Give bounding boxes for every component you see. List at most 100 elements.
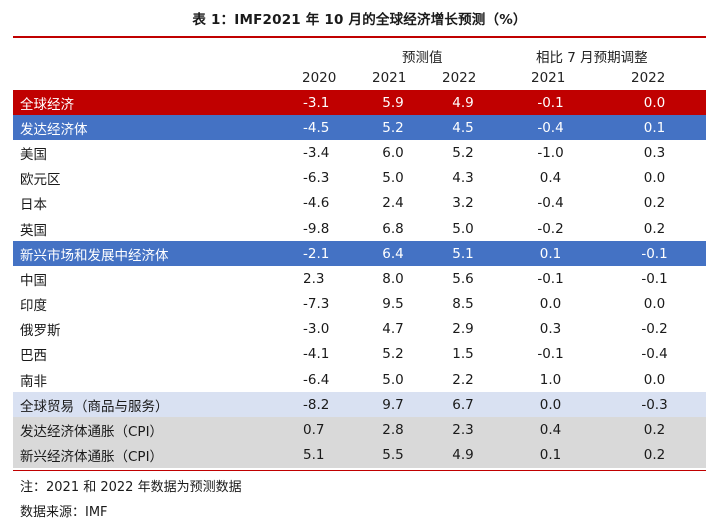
value-2020: -4.6 (303, 195, 330, 212)
header-year-2022-revision: 2022 (631, 70, 666, 86)
header-year-2022-forecast: 2022 (442, 70, 477, 86)
value-2021-forecast: 2.8 (358, 417, 428, 443)
value-2022-revision: 0.1 (603, 115, 706, 141)
value-2021-revision: 0.4 (498, 417, 603, 443)
value-2021-revision: 0.3 (539, 321, 562, 338)
value-2022-revision: -0.1 (641, 270, 668, 287)
value-2022-revision: -0.3 (603, 392, 706, 418)
value-2022-forecast: 2.2 (452, 371, 474, 388)
value-2022-revision: -0.1 (603, 241, 706, 267)
value-2020: -7.3 (303, 296, 330, 313)
value-2022-revision: 0.2 (643, 195, 666, 212)
value-2021-forecast: 5.2 (382, 346, 404, 363)
value-2022-forecast: 4.3 (452, 170, 474, 187)
row-label: 巴西 (20, 348, 47, 365)
row-label: 新兴市场和发展中经济体 (13, 241, 287, 267)
value-2020: -4.5 (287, 115, 358, 141)
value-2021-revision: 0.4 (539, 170, 562, 187)
value-2021-forecast: 9.7 (358, 392, 428, 418)
header-forecast: 预测值 (402, 50, 443, 66)
data-source: 数据来源：IMF (20, 505, 108, 520)
value-2022-revision: -0.2 (641, 321, 668, 338)
value-2022-forecast: 5.1 (428, 241, 498, 267)
value-2022-revision: 0.0 (643, 371, 666, 388)
footnote: 注：2021 和 2022 年数据为预测数据 (20, 480, 242, 495)
row-label: 俄罗斯 (20, 323, 61, 340)
value-2021-forecast: 5.9 (358, 90, 428, 116)
value-2021-revision: -0.1 (498, 90, 603, 116)
value-2021-revision: -0.2 (537, 220, 564, 237)
table-row: 日本 -4.6 2.4 3.2 -0.4 0.2 (13, 191, 706, 216)
value-2021-forecast: 2.4 (382, 195, 404, 212)
value-2020: -6.4 (303, 371, 330, 388)
value-2020: -2.1 (287, 241, 358, 267)
value-2022-forecast: 2.9 (452, 321, 474, 338)
bottom-rule (13, 470, 706, 471)
row-label: 全球贸易（商品与服务） (13, 392, 287, 418)
table-row: 南非 -6.4 5.0 2.2 1.0 0.0 (13, 367, 706, 392)
row-label: 南非 (20, 373, 47, 390)
forecast-table-body: 全球经济 -3.1 5.9 4.9 -0.1 0.0 发达经济体 -4.5 5.2 4.5 -0.4… (13, 90, 706, 468)
table-row: 全球贸易（商品与服务） -8.2 9.7 6.7 0.0 -0.3 (13, 392, 706, 418)
value-2022-forecast: 4.9 (428, 442, 498, 468)
value-2021-forecast: 5.0 (382, 371, 404, 388)
row-label: 日本 (20, 197, 47, 214)
value-2021-forecast: 5.5 (358, 442, 428, 468)
value-2020: 2.3 (303, 270, 325, 287)
value-2022-forecast: 3.2 (452, 195, 474, 212)
header-year-2021-forecast: 2021 (372, 70, 407, 86)
table-row: 美国 -3.4 6.0 5.2 -1.0 0.3 (13, 140, 706, 165)
value-2022-revision: 0.2 (603, 417, 706, 443)
row-label: 印度 (20, 298, 47, 315)
value-2020: -3.1 (287, 90, 358, 116)
value-2020: 0.7 (287, 417, 358, 443)
value-2020: -8.2 (287, 392, 358, 418)
row-label: 英国 (20, 222, 47, 239)
table-row: 新兴市场和发展中经济体 -2.1 6.4 5.1 0.1 -0.1 (13, 241, 706, 267)
table-row: 欧元区 -6.3 5.0 4.3 0.4 0.0 (13, 166, 706, 191)
value-2020: -3.4 (303, 144, 330, 161)
value-2020: 5.1 (287, 442, 358, 468)
table-row: 俄罗斯 -3.0 4.7 2.9 0.3 -0.2 (13, 317, 706, 342)
table-row: 新兴经济体通胀（CPI） 5.1 5.5 4.9 0.1 0.2 (13, 442, 706, 468)
row-label: 发达经济体通胀（CPI） (13, 417, 287, 443)
forecast-table: 全球经济 -3.1 5.9 4.9 -0.1 0.0 发达经济体 -4.5 5.2 4.5 -0.4… (13, 90, 706, 468)
row-label: 欧元区 (20, 172, 61, 189)
value-2020: -4.1 (303, 346, 330, 363)
value-2021-revision: 0.0 (498, 392, 603, 418)
value-2021-forecast: 6.0 (382, 144, 404, 161)
table-row: 发达经济体 -4.5 5.2 4.5 -0.4 0.1 (13, 115, 706, 141)
value-2021-forecast: 5.2 (358, 115, 428, 141)
value-2020: -9.8 (303, 220, 330, 237)
value-2021-revision: -0.4 (537, 195, 564, 212)
table-row: 印度 -7.3 9.5 8.5 0.0 0.0 (13, 292, 706, 317)
value-2021-revision: 1.0 (539, 371, 562, 388)
value-2020: -6.3 (303, 170, 330, 187)
row-label: 新兴经济体通胀（CPI） (13, 442, 287, 468)
value-2022-revision: 0.2 (643, 220, 666, 237)
value-2022-forecast: 2.3 (428, 417, 498, 443)
table-row: 全球经济 -3.1 5.9 4.9 -0.1 0.0 (13, 90, 706, 116)
value-2022-revision: -0.4 (641, 346, 668, 363)
value-2021-forecast: 8.0 (382, 270, 404, 287)
value-2022-revision: 0.0 (643, 170, 666, 187)
row-label: 全球经济 (13, 90, 287, 116)
header-year-2021-revision: 2021 (531, 70, 566, 86)
value-2021-forecast: 6.8 (382, 220, 404, 237)
value-2021-revision: 0.0 (539, 296, 562, 313)
value-2021-forecast: 6.4 (358, 241, 428, 267)
table-row: 巴西 -4.1 5.2 1.5 -0.1 -0.4 (13, 342, 706, 367)
value-2021-forecast: 9.5 (382, 296, 404, 313)
value-2020: -3.0 (303, 321, 330, 338)
value-2022-revision: 0.3 (643, 144, 666, 161)
row-label: 中国 (20, 272, 47, 289)
value-2022-forecast: 8.5 (452, 296, 474, 313)
value-2022-forecast: 5.6 (452, 270, 474, 287)
value-2022-revision: 0.0 (603, 90, 706, 116)
table-title: 表 1：IMF2021 年 10 月的全球经济增长预测（%） (192, 12, 527, 28)
table-row: 英国 -9.8 6.8 5.0 -0.2 0.2 (13, 216, 706, 241)
value-2022-revision: 0.2 (603, 442, 706, 468)
value-2021-revision: -0.1 (537, 346, 564, 363)
value-2021-forecast: 5.0 (382, 170, 404, 187)
value-2022-forecast: 5.0 (452, 220, 474, 237)
